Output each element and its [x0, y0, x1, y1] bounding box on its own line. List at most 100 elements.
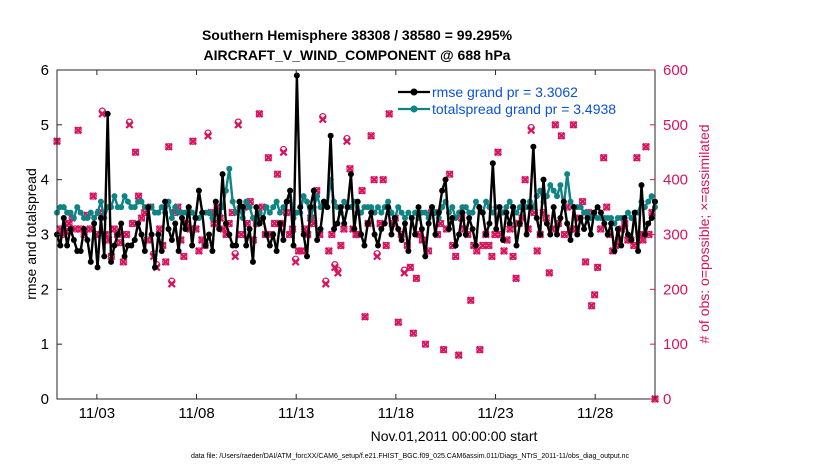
rmse-point	[111, 242, 118, 249]
rmse-point	[341, 220, 348, 227]
totalspread-point	[270, 204, 277, 211]
obs-possible-marker	[279, 145, 288, 154]
rmse-point	[320, 198, 327, 205]
totalspread-point	[608, 215, 615, 222]
y-axis-right-label: # of obs: o=possible; ×=assimilated	[696, 124, 712, 343]
totalspread-point	[469, 209, 476, 216]
y-tick-label: 3	[41, 227, 49, 244]
rmse-point	[479, 209, 486, 216]
rmse-point	[246, 226, 253, 233]
rmse-point	[67, 226, 74, 233]
rmse-point	[317, 226, 324, 233]
rmse-point	[260, 215, 267, 222]
rmse-point	[608, 220, 615, 227]
legend-label-spread: totalspread grand pr = 3.4938	[432, 101, 616, 117]
obs-possible-marker	[137, 214, 146, 222]
rmse-point	[324, 204, 331, 211]
rmse-point	[97, 215, 104, 222]
obs-possible-marker	[509, 252, 517, 261]
obs-possible-marker	[358, 187, 366, 195]
rmse-point	[635, 247, 642, 254]
rmse-point	[354, 198, 361, 205]
rmse-point	[513, 242, 520, 249]
obs-possible-marker	[527, 123, 535, 132]
x-tick-label: 11/18	[378, 405, 414, 422]
totalspread-point	[111, 193, 118, 200]
totalspread-point	[483, 198, 490, 205]
y-axis-label: rmse and totalspread	[23, 168, 39, 300]
obs-possible-marker	[125, 118, 134, 126]
totalspread-point	[385, 198, 392, 205]
rmse-point	[135, 220, 142, 227]
obs-possible-marker	[189, 137, 197, 145]
rmse-point	[418, 226, 425, 233]
rmse-point	[206, 231, 213, 238]
rmse-point	[472, 242, 479, 249]
rmse-point	[236, 198, 243, 205]
obs-possible-marker	[295, 247, 303, 255]
rmse-point	[128, 242, 135, 249]
rmse-point	[412, 231, 419, 238]
legend: rmse grand pr = 3.3062 totalspread grand…	[394, 79, 650, 121]
rmse-point	[87, 258, 94, 265]
obs-possible-marker	[600, 154, 608, 162]
totalspread-point	[276, 209, 283, 216]
obs-possible-marker	[467, 296, 475, 304]
rmse-point	[415, 204, 422, 211]
rmse-point	[182, 226, 189, 233]
rmse-point	[550, 204, 557, 211]
rmse-point	[618, 242, 625, 249]
rmse-point	[439, 187, 446, 194]
y-right-tick-label: 500	[663, 117, 688, 134]
rmse-point	[564, 220, 571, 227]
rmse-point	[601, 220, 608, 227]
y-right-tick-label: 400	[663, 172, 688, 189]
rmse-point	[199, 209, 206, 216]
totalspread-point	[368, 204, 375, 211]
rmse-point	[496, 204, 503, 211]
totalspread-point	[449, 204, 456, 211]
rmse-point	[543, 220, 550, 227]
obs-possible-marker	[180, 252, 188, 261]
y-right-tick-label: 200	[663, 281, 688, 298]
rmse-point	[520, 198, 527, 205]
y-tick-label: 0	[41, 391, 49, 408]
totalspread-point	[226, 165, 233, 172]
obs-possible-marker	[603, 203, 611, 211]
rmse-point	[307, 204, 314, 211]
rmse-point	[209, 247, 216, 254]
rmse-point	[114, 231, 121, 238]
x-tick-label: 11/28	[577, 405, 613, 422]
rmse-point	[611, 247, 618, 254]
rmse-point	[287, 187, 294, 194]
y-tick-label: 4	[41, 172, 49, 189]
rmse-point	[506, 220, 513, 227]
totalspread-point	[503, 204, 510, 211]
rmse-point	[304, 253, 311, 260]
rmse-point	[554, 231, 561, 238]
totalspread-point	[462, 204, 469, 211]
obs-possible-marker	[195, 247, 203, 255]
totalspread-point	[577, 204, 584, 211]
totalspread-point	[155, 209, 162, 216]
x-tick-label: 11/08	[178, 405, 214, 422]
rmse-point	[331, 226, 338, 233]
obs-possible-marker	[512, 274, 520, 282]
obs-possible-marker	[569, 121, 578, 129]
rmse-point	[266, 242, 273, 249]
rmse-point	[273, 247, 280, 254]
totalspread-point	[77, 209, 84, 216]
totalspread-point	[341, 198, 348, 205]
legend-marker-rmse	[410, 88, 418, 96]
y-tick-label: 2	[41, 281, 49, 298]
totalspread-point	[401, 215, 408, 222]
obs-possible-marker	[597, 225, 605, 233]
obs-possible-marker	[412, 274, 421, 282]
obs-possible-marker	[409, 329, 417, 337]
totalspread-point	[280, 204, 287, 211]
totalspread-point	[314, 193, 321, 200]
obs-possible-marker	[560, 230, 568, 239]
rmse-point	[358, 231, 365, 238]
obs-possible-marker	[578, 198, 587, 206]
rmse-point	[493, 226, 500, 233]
